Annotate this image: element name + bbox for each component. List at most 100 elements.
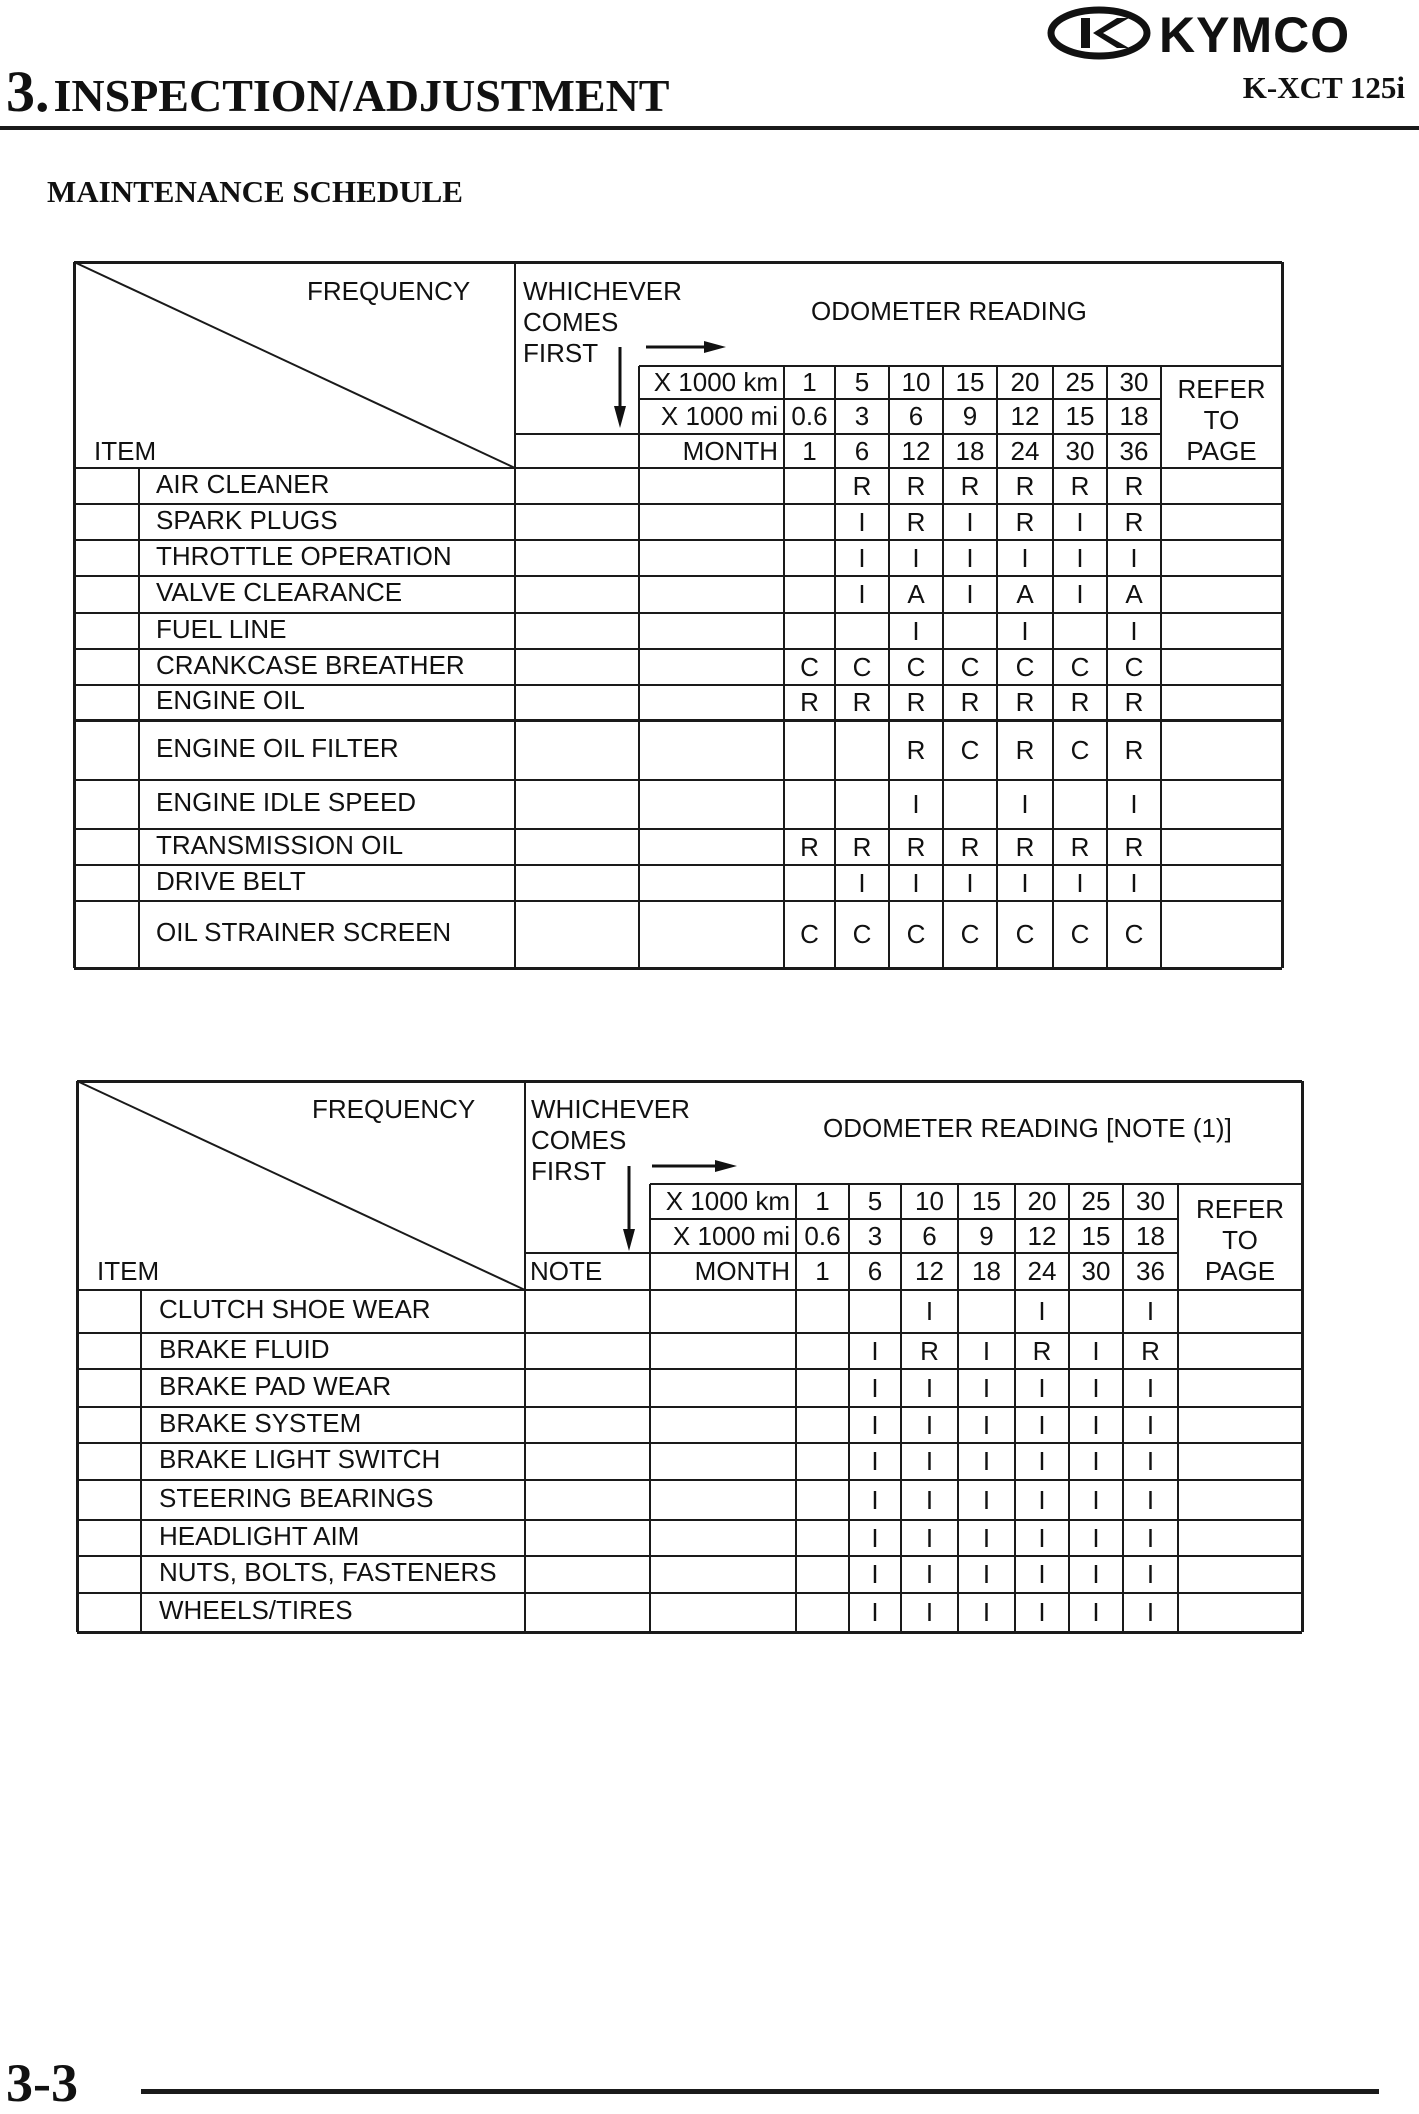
schedule-mark — [1069, 1290, 1123, 1333]
schedule-mark: I — [1146, 1559, 1155, 1589]
interval-mi: 12 — [1027, 1220, 1057, 1251]
schedule-mark — [1053, 780, 1107, 829]
schedule-mark — [943, 613, 997, 649]
interval-month: 1 — [815, 1256, 830, 1286]
schedule-mark: I — [925, 1597, 934, 1627]
maintenance-item: THROTTLE OPERATION — [156, 540, 452, 571]
refer-to-page-text: REFER — [1177, 373, 1266, 404]
schedule-mark — [796, 1480, 849, 1520]
schedule-mark — [796, 1520, 849, 1556]
schedule-mark: I — [871, 1484, 879, 1515]
schedule-mark: I — [966, 579, 974, 609]
table-rule — [1177, 1184, 1179, 1632]
schedule-mark: I — [982, 1335, 991, 1366]
schedule-mark — [784, 865, 835, 901]
table-rule — [77, 1406, 1302, 1408]
whichever-comes-first-label: WHICHEVER — [523, 276, 682, 306]
table-rule — [1122, 1184, 1124, 1632]
schedule-mark: R — [1015, 734, 1035, 765]
table-rule — [74, 684, 1282, 686]
interval-mi: 18 — [1136, 1220, 1165, 1251]
schedule-mark — [796, 1556, 849, 1593]
schedule-mark — [835, 613, 889, 649]
schedule-mark: R — [960, 687, 980, 717]
whichever-comes-first-label: FIRST — [531, 1156, 607, 1186]
schedule-mark — [958, 1290, 1015, 1333]
schedule-mark — [796, 1443, 849, 1480]
interval-month: 30 — [1081, 1256, 1111, 1286]
schedule-mark: R — [1124, 470, 1144, 501]
footer-rule — [141, 2089, 1379, 2094]
maintenance-item: ENGINE OIL FILTER — [156, 732, 399, 763]
table-rule — [1280, 262, 1284, 968]
unit-label-mi: X 1000 mi — [672, 1220, 790, 1251]
refer-to-page-text: TO — [1203, 404, 1240, 435]
refer-to-page-text: PAGE — [1204, 1255, 1276, 1286]
schedule-mark: C — [1015, 651, 1035, 682]
table-rule — [639, 365, 1282, 367]
schedule-mark: I — [982, 1372, 991, 1403]
schedule-mark: I — [1038, 1522, 1046, 1553]
maintenance-item: NUTS, BOLTS, FASTENERS — [159, 1557, 497, 1587]
maintenance-item: FUEL LINE — [156, 613, 287, 644]
table-rule — [957, 1184, 959, 1632]
schedule-mark: R — [906, 687, 926, 717]
frequency-label: FREQUENCY — [312, 1094, 476, 1124]
maintenance-item: DRIVE BELT — [156, 865, 306, 896]
schedule-mark: C — [852, 919, 872, 949]
interval-month: 18 — [955, 435, 985, 466]
schedule-mark: I — [1021, 542, 1029, 573]
table-rule — [77, 1519, 1302, 1521]
table-rule — [1160, 366, 1162, 968]
table-rule — [1300, 1081, 1304, 1632]
interval-km: 5 — [854, 367, 870, 397]
schedule-mark: I — [925, 1522, 934, 1553]
chapter-title: INSPECTION/ADJUSTMENT — [53, 70, 670, 121]
table-rule — [514, 262, 516, 968]
schedule-mark: R — [1070, 687, 1090, 717]
whichever-comes-first-label: FIRST — [523, 338, 599, 368]
interval-mi: 3 — [854, 401, 870, 431]
interval-month: 12 — [915, 1256, 944, 1286]
interval-km: 15 — [955, 367, 985, 397]
schedule-mark: R — [1124, 506, 1144, 537]
interval-km: 10 — [901, 367, 931, 397]
unit-label-km: X 1000 km — [653, 367, 778, 397]
interval-mi: 15 — [1065, 401, 1095, 431]
schedule-mark: C — [852, 651, 872, 682]
table-rule — [77, 1479, 1302, 1481]
table-rule — [650, 1218, 1178, 1220]
schedule-mark: R — [1124, 831, 1144, 862]
table-rule — [1068, 1184, 1070, 1632]
maintenance-item: BRAKE LIGHT SWITCH — [159, 1444, 441, 1474]
whichever-comes-first-label: WHICHEVER — [531, 1094, 690, 1124]
table-rule — [795, 1184, 797, 1632]
schedule-mark — [784, 540, 835, 576]
schedule-mark: I — [1076, 867, 1084, 898]
schedule-mark: R — [1070, 470, 1090, 501]
maintenance-item: VALVE CLEARANCE — [156, 577, 403, 607]
table-rule — [77, 1592, 1302, 1594]
schedule-mark — [784, 576, 835, 613]
refer-to-page-text: REFER — [1195, 1193, 1285, 1224]
interval-month: 24 — [1010, 435, 1040, 466]
schedule-mark: I — [871, 1409, 879, 1440]
schedule-mark: I — [1130, 789, 1138, 819]
interval-mi: 12 — [1010, 401, 1040, 431]
schedule-mark: I — [1021, 789, 1029, 819]
schedule-mark: R — [1141, 1335, 1160, 1366]
maintenance-item: WHEELS/TIRES — [159, 1595, 353, 1625]
interval-km: 30 — [1136, 1186, 1165, 1216]
schedule-mark: C — [1124, 919, 1144, 949]
schedule-mark — [784, 468, 835, 504]
schedule-mark: I — [871, 1522, 879, 1553]
table-rule — [942, 366, 944, 968]
schedule-mark: I — [925, 1409, 934, 1440]
refer-to-page-text: TO — [1222, 1224, 1258, 1255]
table-rule — [996, 366, 998, 968]
maintenance-item: CLUTCH SHOE WEAR — [159, 1294, 431, 1324]
schedule-mark — [796, 1593, 849, 1632]
schedule-mark: I — [1092, 1597, 1100, 1627]
maintenance-item: STEERING BEARINGS — [159, 1482, 434, 1513]
